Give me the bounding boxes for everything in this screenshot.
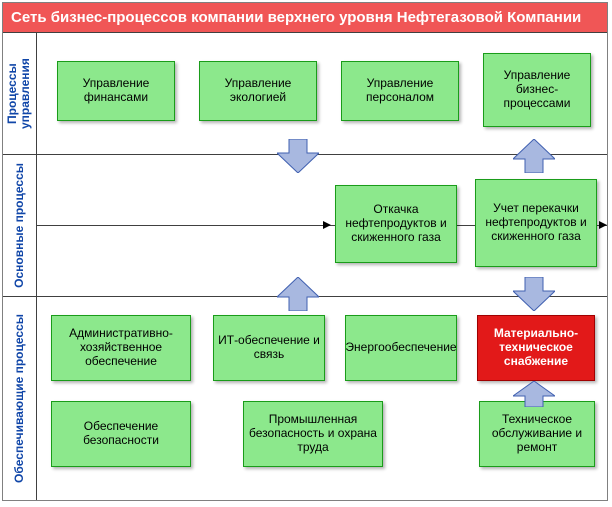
diagram-title: Сеть бизнес-процессов компании верхнего … [3,3,607,32]
row-management: Процессы управления Управление финансами… [3,32,607,154]
row-label-management-text: Процессы управления [6,33,32,154]
row-management-content: Управление финансами Управление экологие… [37,33,607,154]
arrow-down-icon [513,277,555,311]
row-label-core-text: Основные процессы [13,163,26,288]
row-label-support: Обеспечивающие процессы [3,297,37,500]
arrow-up-icon [277,277,319,311]
flow-arrow-icon [323,221,331,229]
box-admin: Административно-хозяйственное обеспечени… [51,315,191,381]
process-diagram: Сеть бизнес-процессов компании верхнего … [2,2,608,501]
box-pump: Откачка нефтепродуктов и скиженного газа [335,185,457,263]
row-label-core: Основные процессы [3,155,37,296]
row-support: Обеспечивающие процессы Административно-… [3,296,607,500]
box-maint: Техническое обслуживание и ремонт [479,401,595,467]
row-label-management: Процессы управления [3,33,37,154]
arrow-down-icon [277,139,319,173]
box-finance: Управление финансами [57,61,175,121]
arrow-up-icon [513,139,555,173]
box-personnel: Управление персоналом [341,61,459,121]
box-safety: Обеспечение безопасности [51,401,191,467]
row-label-support-text: Обеспечивающие процессы [13,314,26,483]
box-account: Учет перекачки нефтепродуктов и скиженно… [475,179,597,267]
box-ecology: Управление экологией [199,61,317,121]
box-mts: Материально-техническое снабжение [477,315,595,381]
row-support-content: Административно-хозяйственное обеспечени… [37,297,607,500]
box-energy: Энергообеспечение [345,315,457,381]
diagram-rows: Процессы управления Управление финансами… [3,32,607,500]
box-it: ИТ-обеспечение и связь [213,315,325,381]
row-core: Основные процессы Откачка нефтепродуктов… [3,154,607,296]
box-bp-mgmt: Управление бизнес-процессами [483,53,591,127]
flow-arrow-icon [599,221,607,229]
box-industrial: Промышленная безопасность и охрана труда [243,401,383,467]
row-core-content: Откачка нефтепродуктов и скиженного газа… [37,155,607,296]
arrow-up-icon [513,381,555,407]
